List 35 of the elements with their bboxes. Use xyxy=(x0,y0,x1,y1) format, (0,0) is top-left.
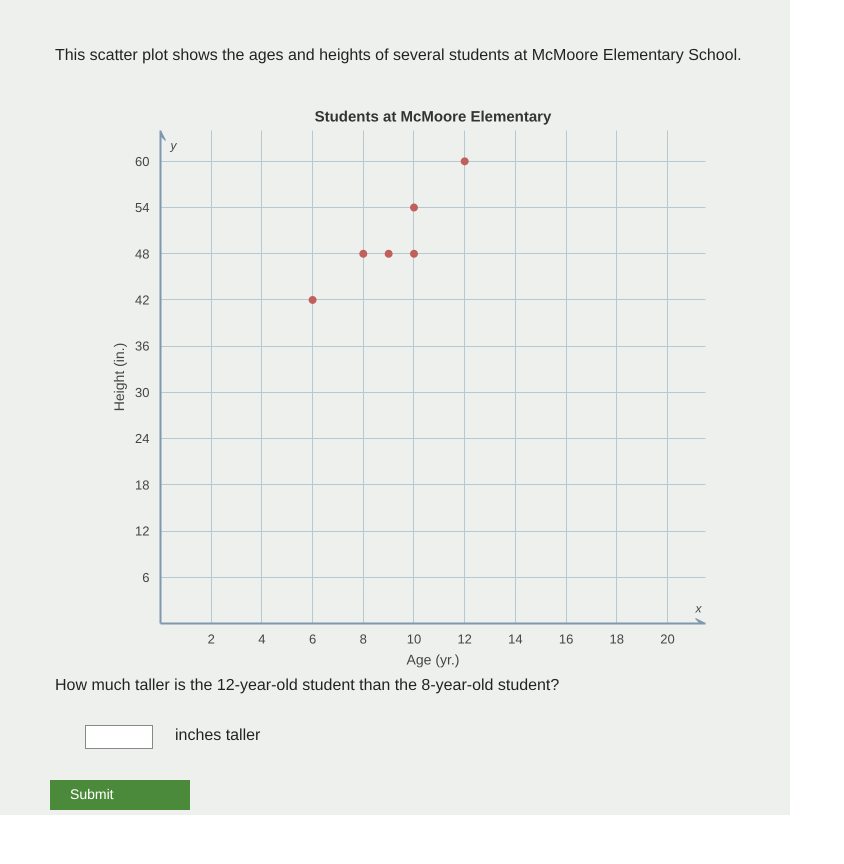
text: inches taller xyxy=(175,726,260,746)
x-tick-label: 16 xyxy=(558,632,574,646)
y-tick-label: 24 xyxy=(135,431,150,446)
annotation: x xyxy=(694,602,702,616)
x-tick-label: 18 xyxy=(610,632,624,646)
y-tick-label: 42 xyxy=(135,292,150,308)
y-tick-label: 48 xyxy=(135,246,150,262)
point xyxy=(359,250,368,258)
x-tick-label: 12 xyxy=(457,632,472,646)
x-tick-label: 14 xyxy=(508,632,523,646)
x-tick-label: 4 xyxy=(258,632,266,646)
text: Submit xyxy=(70,785,114,804)
text: How much taller is the 12-year-old student than the 8-year-old student? xyxy=(55,676,560,696)
y-tick-label: 54 xyxy=(135,200,150,216)
point xyxy=(410,250,418,258)
y-tick-label: 12 xyxy=(135,524,150,539)
x-tick-label: 10 xyxy=(406,632,422,646)
point xyxy=(308,296,317,304)
chart-title: Students at McMoore Elementary xyxy=(314,108,552,126)
y-tick-label: 6 xyxy=(142,570,150,585)
point xyxy=(384,250,393,258)
y-tick-label: 60 xyxy=(135,154,150,169)
y-tick-label: 36 xyxy=(135,338,150,354)
x-tick-label: 6 xyxy=(308,632,316,646)
x-tick-label: 8 xyxy=(360,632,367,646)
point xyxy=(460,157,469,166)
y-axis-title: Height (in.) xyxy=(111,342,128,412)
x-axis-title: Age (yr.) xyxy=(406,652,460,668)
point xyxy=(410,204,418,212)
y-tick-label: 18 xyxy=(135,477,150,492)
y-tick-label: 30 xyxy=(135,384,150,400)
x-tick-label: 20 xyxy=(660,632,675,646)
text: This scatter plot shows the ages and heights of several students at McMoore Elementary School. xyxy=(55,46,742,66)
annotation: y xyxy=(170,138,178,152)
x-tick-label: 2 xyxy=(208,632,215,646)
